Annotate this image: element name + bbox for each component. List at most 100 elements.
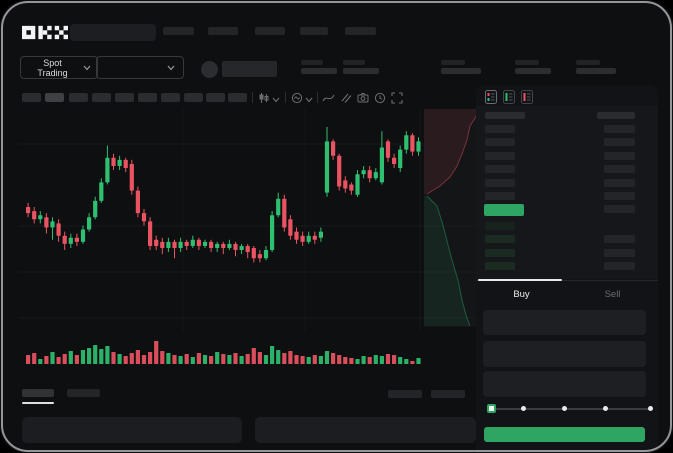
timeframe-button[interactable] [92,93,111,102]
stat-label-placeholder [441,60,465,65]
ask-amount-row [604,192,635,200]
bid-amount-row [604,249,635,257]
camera-icon[interactable] [356,91,369,104]
stat-label-placeholder [515,60,539,65]
fullscreen-icon[interactable] [390,91,403,104]
toolbar-separator [317,92,318,103]
bid-price-row[interactable] [485,249,515,257]
timeframe-button[interactable] [69,93,88,102]
toolbar-separator [252,92,253,103]
timeframe-button[interactable] [228,93,247,102]
timeframe-button-active[interactable] [45,93,64,102]
total-input-placeholder[interactable] [483,371,646,397]
trendline-tool-icon[interactable] [322,91,335,104]
slider-step-dot[interactable] [603,406,608,411]
orderbook-header-placeholder [597,112,635,119]
bid-amount-row [604,262,635,270]
slider-step-dot[interactable] [521,406,526,411]
ask-amount-row [604,179,635,187]
bid-amount-row [604,235,635,243]
okx-logo-icon [22,25,68,40]
price-input-placeholder[interactable] [483,310,646,335]
ask-amount-row [604,152,635,160]
nav-item-placeholder[interactable] [208,27,238,35]
indicators-icon[interactable] [290,91,303,104]
bottom-tab-active[interactable] [22,389,54,397]
ask-price-row[interactable] [485,152,515,160]
timeframe-button[interactable] [138,93,157,102]
buy-tab-indicator [478,279,562,281]
orderbook-view-asks-icon[interactable] [521,90,533,104]
volume-bars [26,341,421,364]
market-type-dropdown[interactable]: Spot Trading [20,56,98,79]
orderbook-view-combined-icon[interactable] [485,90,497,104]
ask-amount-row [604,138,635,146]
pair-dropdown[interactable] [96,56,184,79]
ask-amount-row [604,125,635,133]
bid-price-row[interactable] [485,222,515,230]
tab-sell[interactable]: Sell [604,289,621,300]
toolbar-separator [285,92,286,103]
nav-item-placeholder[interactable] [255,27,285,35]
nav-item-placeholder[interactable] [345,27,376,35]
candlestick-chart [18,127,478,319]
chevron-down-icon[interactable] [304,93,313,106]
tab-buy[interactable]: Buy [513,289,530,300]
stat-value-placeholder [441,68,481,74]
depth-bids-area [424,196,470,326]
ask-amount-row [604,165,635,173]
timeframe-button[interactable] [206,93,225,102]
orderbook-header-placeholder [485,112,525,119]
amount-row [604,205,635,213]
amount-input-placeholder[interactable] [483,341,646,367]
stat-value-placeholder [301,68,337,74]
ask-price-row[interactable] [485,138,515,146]
stat-label-placeholder [301,60,323,65]
stat-value-placeholder [343,68,379,74]
timeframe-button[interactable] [161,93,180,102]
buy-submit-button[interactable] [484,427,645,442]
last-price-block[interactable] [484,204,524,216]
okx-logo[interactable] [22,25,68,40]
ask-price-row[interactable] [485,125,515,133]
slider-step-dot[interactable] [562,406,567,411]
bottom-tab-underline [22,402,54,404]
timeframe-button[interactable] [115,93,134,102]
stat-label-placeholder [576,60,600,65]
depth-overlay [424,109,478,327]
timeframe-button[interactable] [184,93,203,102]
ask-price-row[interactable] [485,165,515,173]
nav-item-placeholder[interactable] [300,27,328,35]
timeframe-button[interactable] [22,93,41,102]
bid-price-row[interactable] [485,262,515,270]
last-price-placeholder [222,61,277,77]
amount-slider-track[interactable] [489,408,652,410]
tabbar-divider [476,280,658,281]
market-type-label: Spot Trading [37,57,68,78]
drawing-tool-icon[interactable] [339,91,352,104]
bottom-input-placeholder[interactable] [22,417,242,443]
ask-price-row[interactable] [485,179,515,187]
bottom-action-placeholder[interactable] [388,390,422,398]
candle-style-icon[interactable] [257,91,270,104]
nav-item-placeholder[interactable] [163,27,194,35]
stat-value-placeholder [515,68,551,74]
bottom-tab[interactable] [67,389,100,397]
chevron-down-icon [167,65,175,70]
coin-icon [201,61,218,78]
chevron-down-icon[interactable] [271,93,280,106]
ask-price-row[interactable] [485,192,515,200]
bid-price-row[interactable] [485,235,515,243]
bottom-input-placeholder[interactable] [255,417,476,443]
history-clock-icon[interactable] [373,91,386,104]
stat-label-placeholder [343,60,365,65]
orderbook-view-bids-icon[interactable] [503,90,515,104]
chevron-down-icon [83,65,91,70]
bottom-action-placeholder[interactable] [431,390,465,398]
slider-handle[interactable] [487,404,496,413]
nav-search-placeholder[interactable] [70,24,156,41]
depth-asks-area [424,109,477,194]
slider-step-dot[interactable] [648,406,653,411]
